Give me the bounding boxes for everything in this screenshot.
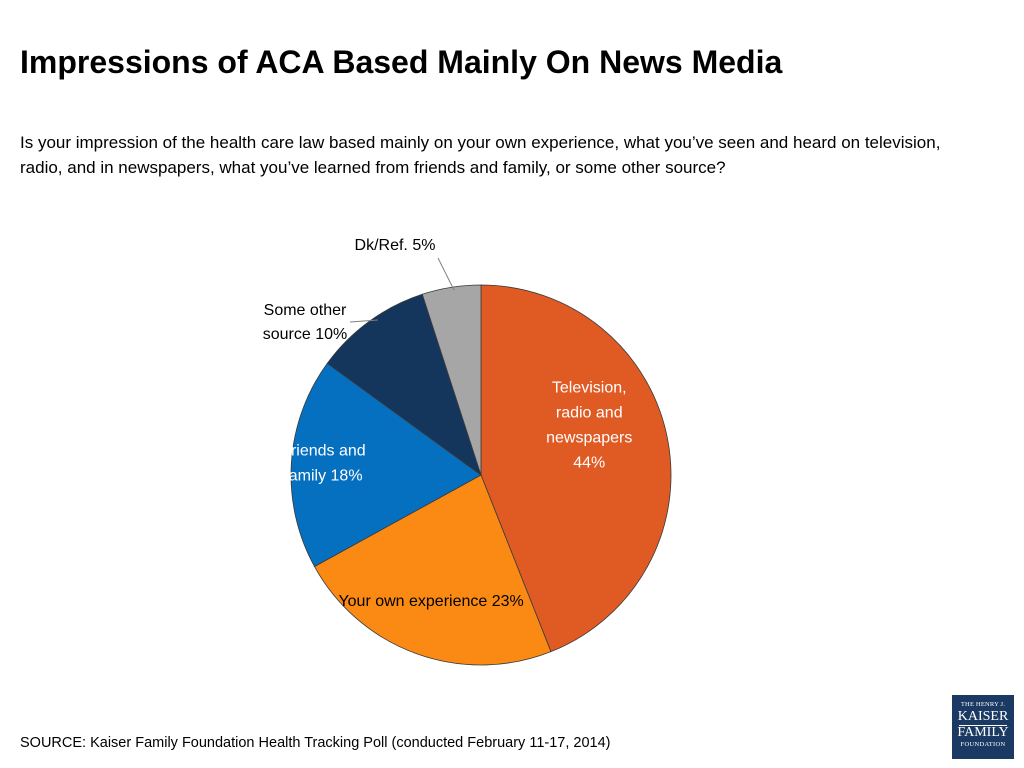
slice-label-4: Dk/Ref. 5% (355, 237, 436, 254)
slice-label-2: Friends and family 18% (281, 443, 366, 485)
slice-label-1: Your own experience 23% (338, 593, 523, 610)
slice-label-3: Some other source 10% (263, 302, 348, 343)
logo-line-1: THE HENRY J. (960, 701, 1006, 708)
source-note: SOURCE: Kaiser Family Foundation Health … (20, 735, 611, 751)
pie-slice-1 (313, 474, 552, 666)
pie-chart: Television, radio and newspapers 44% Your ow… (263, 237, 672, 666)
kaiser-family-foundation-logo: THE HENRY J. KAISER FAMILY FOUNDATION (952, 695, 1014, 759)
pie-slice-2 (290, 362, 482, 568)
logo-line-3: FAMILY (957, 725, 1009, 740)
logo-rule (959, 725, 1007, 726)
survey-question: Is your impression of the health care la… (20, 133, 941, 177)
slice-label-0: Television, radio and newspapers 44% (546, 379, 632, 471)
leader-line-4 (437, 257, 455, 291)
leader-line-3 (349, 319, 379, 323)
logo-line-2: KAISER (957, 709, 1009, 724)
pie-slice-0 (480, 284, 672, 653)
chart-title: Impressions of ACA Based Mainly On News … (20, 44, 783, 80)
pie-slice-4 (421, 284, 482, 476)
logo-line-4: FOUNDATION (960, 741, 1006, 748)
pie-slice-3 (326, 293, 482, 477)
